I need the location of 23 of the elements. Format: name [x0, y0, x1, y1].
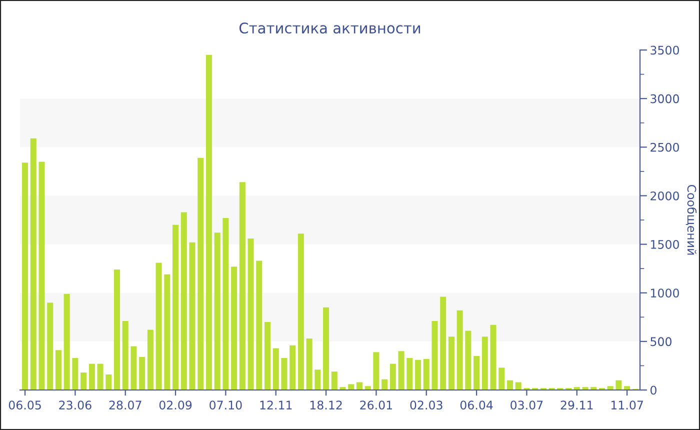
x-tick-label: 29.11 — [560, 400, 593, 410]
x-tick-label: 26.01 — [360, 400, 392, 410]
x-tick-label: 18.12 — [310, 400, 342, 410]
chart-title: Статистика активности — [239, 22, 420, 34]
x-tick-label: 12.11 — [260, 400, 292, 410]
y-tick-label: 1000 — [651, 288, 679, 298]
x-tick-label: 03.07 — [510, 400, 543, 410]
x-tick-label: 06.05 — [8, 400, 41, 410]
y-tick-label: 0 — [650, 386, 656, 395]
y-tick-label: 2000 — [650, 191, 679, 200]
x-tick-label: 02.09 — [159, 400, 192, 410]
x-tick-label: 28.07 — [109, 400, 142, 410]
x-tick-label: 23.06 — [59, 400, 92, 410]
y-axis-title: Сообщений — [686, 184, 697, 255]
y-tick-label: 2500 — [650, 142, 679, 152]
y-tick-label: 500 — [650, 337, 672, 346]
y-tick-label: 1500 — [651, 240, 679, 249]
x-tick-label: 02.03 — [410, 400, 442, 410]
x-tick-label: 06.04 — [460, 400, 493, 410]
x-tick-label: 11.07 — [611, 400, 643, 410]
x-tick-label: 07.10 — [210, 400, 242, 410]
y-tick-label: 3500 — [650, 46, 679, 55]
y-tick-label: 3000 — [650, 94, 679, 104]
